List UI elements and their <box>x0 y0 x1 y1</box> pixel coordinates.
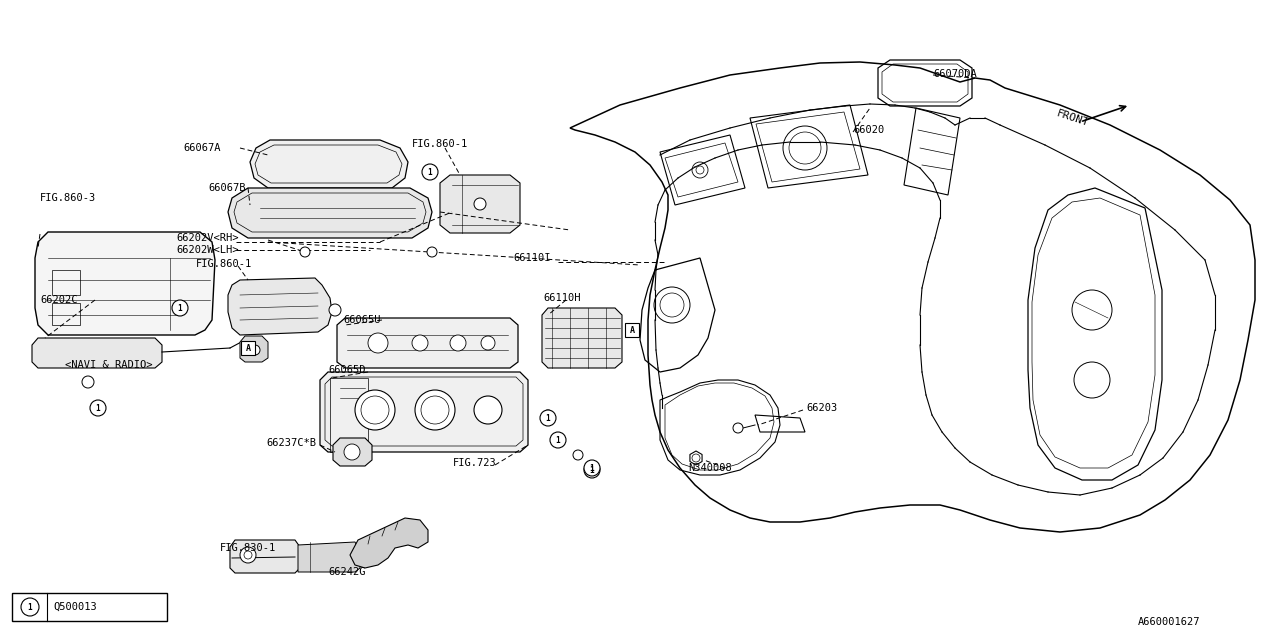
Text: 66065U: 66065U <box>343 315 380 325</box>
Polygon shape <box>337 318 518 368</box>
Circle shape <box>90 400 106 416</box>
Circle shape <box>415 390 454 430</box>
Polygon shape <box>250 140 408 188</box>
Bar <box>241 341 255 355</box>
Text: 1: 1 <box>590 463 594 472</box>
Circle shape <box>550 432 566 448</box>
Text: FIG.830-1: FIG.830-1 <box>220 543 276 553</box>
Circle shape <box>172 300 188 316</box>
Text: 1: 1 <box>556 435 561 445</box>
Text: 66202W<LH>: 66202W<LH> <box>177 245 238 255</box>
Circle shape <box>692 454 700 462</box>
Text: A: A <box>630 326 635 335</box>
Text: 66202C: 66202C <box>40 295 78 305</box>
Text: 1: 1 <box>428 168 433 177</box>
Circle shape <box>82 376 93 388</box>
Text: 66110H: 66110H <box>543 293 581 303</box>
Circle shape <box>481 336 495 350</box>
Circle shape <box>344 444 360 460</box>
Text: 66110I: 66110I <box>513 253 550 263</box>
Circle shape <box>474 396 502 424</box>
Polygon shape <box>440 175 520 233</box>
Polygon shape <box>349 518 428 568</box>
Text: 66070DA: 66070DA <box>933 69 977 79</box>
Bar <box>12 593 166 621</box>
Circle shape <box>355 390 396 430</box>
Polygon shape <box>690 451 701 465</box>
Circle shape <box>329 304 340 316</box>
Circle shape <box>412 335 428 351</box>
Text: FIG.860-3: FIG.860-3 <box>40 193 96 203</box>
Polygon shape <box>228 278 332 335</box>
Text: 66067A: 66067A <box>183 143 220 153</box>
Circle shape <box>300 247 310 257</box>
Polygon shape <box>230 540 300 573</box>
Text: 66242G: 66242G <box>328 567 366 577</box>
Text: 1: 1 <box>28 602 32 611</box>
Circle shape <box>584 462 600 478</box>
Text: 1: 1 <box>590 465 594 474</box>
Polygon shape <box>541 308 622 368</box>
Polygon shape <box>333 438 372 466</box>
Circle shape <box>241 547 256 563</box>
Circle shape <box>428 247 436 257</box>
Polygon shape <box>320 372 529 452</box>
Text: FRONT: FRONT <box>1055 108 1091 128</box>
Circle shape <box>543 410 553 420</box>
Text: FIG.723: FIG.723 <box>453 458 497 468</box>
Text: 66065D: 66065D <box>328 365 366 375</box>
Circle shape <box>250 345 260 355</box>
Text: 66067B: 66067B <box>209 183 246 193</box>
Text: FIG.860-1: FIG.860-1 <box>196 259 252 269</box>
Circle shape <box>422 164 438 180</box>
Circle shape <box>584 460 600 476</box>
Polygon shape <box>241 336 268 362</box>
Text: A: A <box>246 344 251 353</box>
Circle shape <box>474 198 486 210</box>
Circle shape <box>540 410 556 426</box>
Text: 66237C*B: 66237C*B <box>266 438 316 448</box>
Polygon shape <box>298 542 360 572</box>
Text: Q500013: Q500013 <box>52 602 97 612</box>
Text: A660001627: A660001627 <box>1138 617 1201 627</box>
Text: 1: 1 <box>545 413 550 422</box>
Polygon shape <box>35 232 215 335</box>
Polygon shape <box>32 338 163 368</box>
Text: 66202V<RH>: 66202V<RH> <box>177 233 238 243</box>
Text: FIG.860-1: FIG.860-1 <box>412 139 468 149</box>
Bar <box>625 323 639 337</box>
Text: 66020: 66020 <box>852 125 884 135</box>
Text: 1: 1 <box>178 303 182 312</box>
Circle shape <box>369 333 388 353</box>
Circle shape <box>733 423 742 433</box>
Circle shape <box>20 598 38 616</box>
Polygon shape <box>228 188 433 238</box>
Text: N340008: N340008 <box>689 463 732 473</box>
Circle shape <box>573 450 582 460</box>
Circle shape <box>451 335 466 351</box>
Text: 66203: 66203 <box>806 403 837 413</box>
Text: 1: 1 <box>96 403 100 413</box>
Text: <NAVI & RADIO>: <NAVI & RADIO> <box>65 360 152 370</box>
